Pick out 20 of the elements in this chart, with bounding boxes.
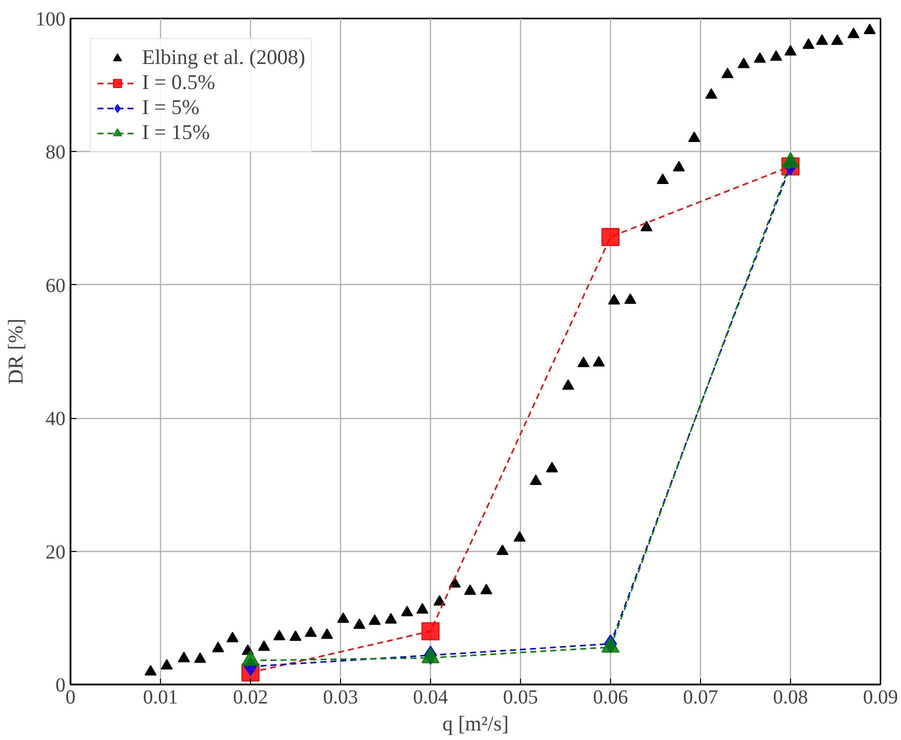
y-tick-label: 100 xyxy=(36,8,66,30)
x-tick-label: 0.05 xyxy=(503,686,538,708)
x-tick-label: 0.07 xyxy=(683,686,718,708)
x-tick-label: 0.09 xyxy=(863,686,898,708)
x-axis-title: q [m²/s] xyxy=(442,712,509,736)
legend-label: Elbing et al. (2008) xyxy=(142,45,306,70)
x-tick-label: 0.03 xyxy=(323,686,358,708)
legend-label: I = 5% xyxy=(142,95,200,120)
legend-label: I = 15% xyxy=(142,120,210,145)
x-tick-label: 0.06 xyxy=(593,686,628,708)
y-tick-label: 20 xyxy=(46,541,66,564)
y-tick-label: 40 xyxy=(46,408,66,430)
x-tick-label: 0.08 xyxy=(773,686,808,708)
x-tick-label: 0.01 xyxy=(143,686,178,708)
y-tick-label: 60 xyxy=(46,274,66,297)
x-tick-label: 0.04 xyxy=(413,686,448,708)
y-axis-title: DR [%] xyxy=(4,318,28,384)
x-tick-label: 0.02 xyxy=(233,686,268,708)
legend-label: I = 0.5% xyxy=(142,70,216,95)
y-tick-label: 80 xyxy=(46,142,66,164)
